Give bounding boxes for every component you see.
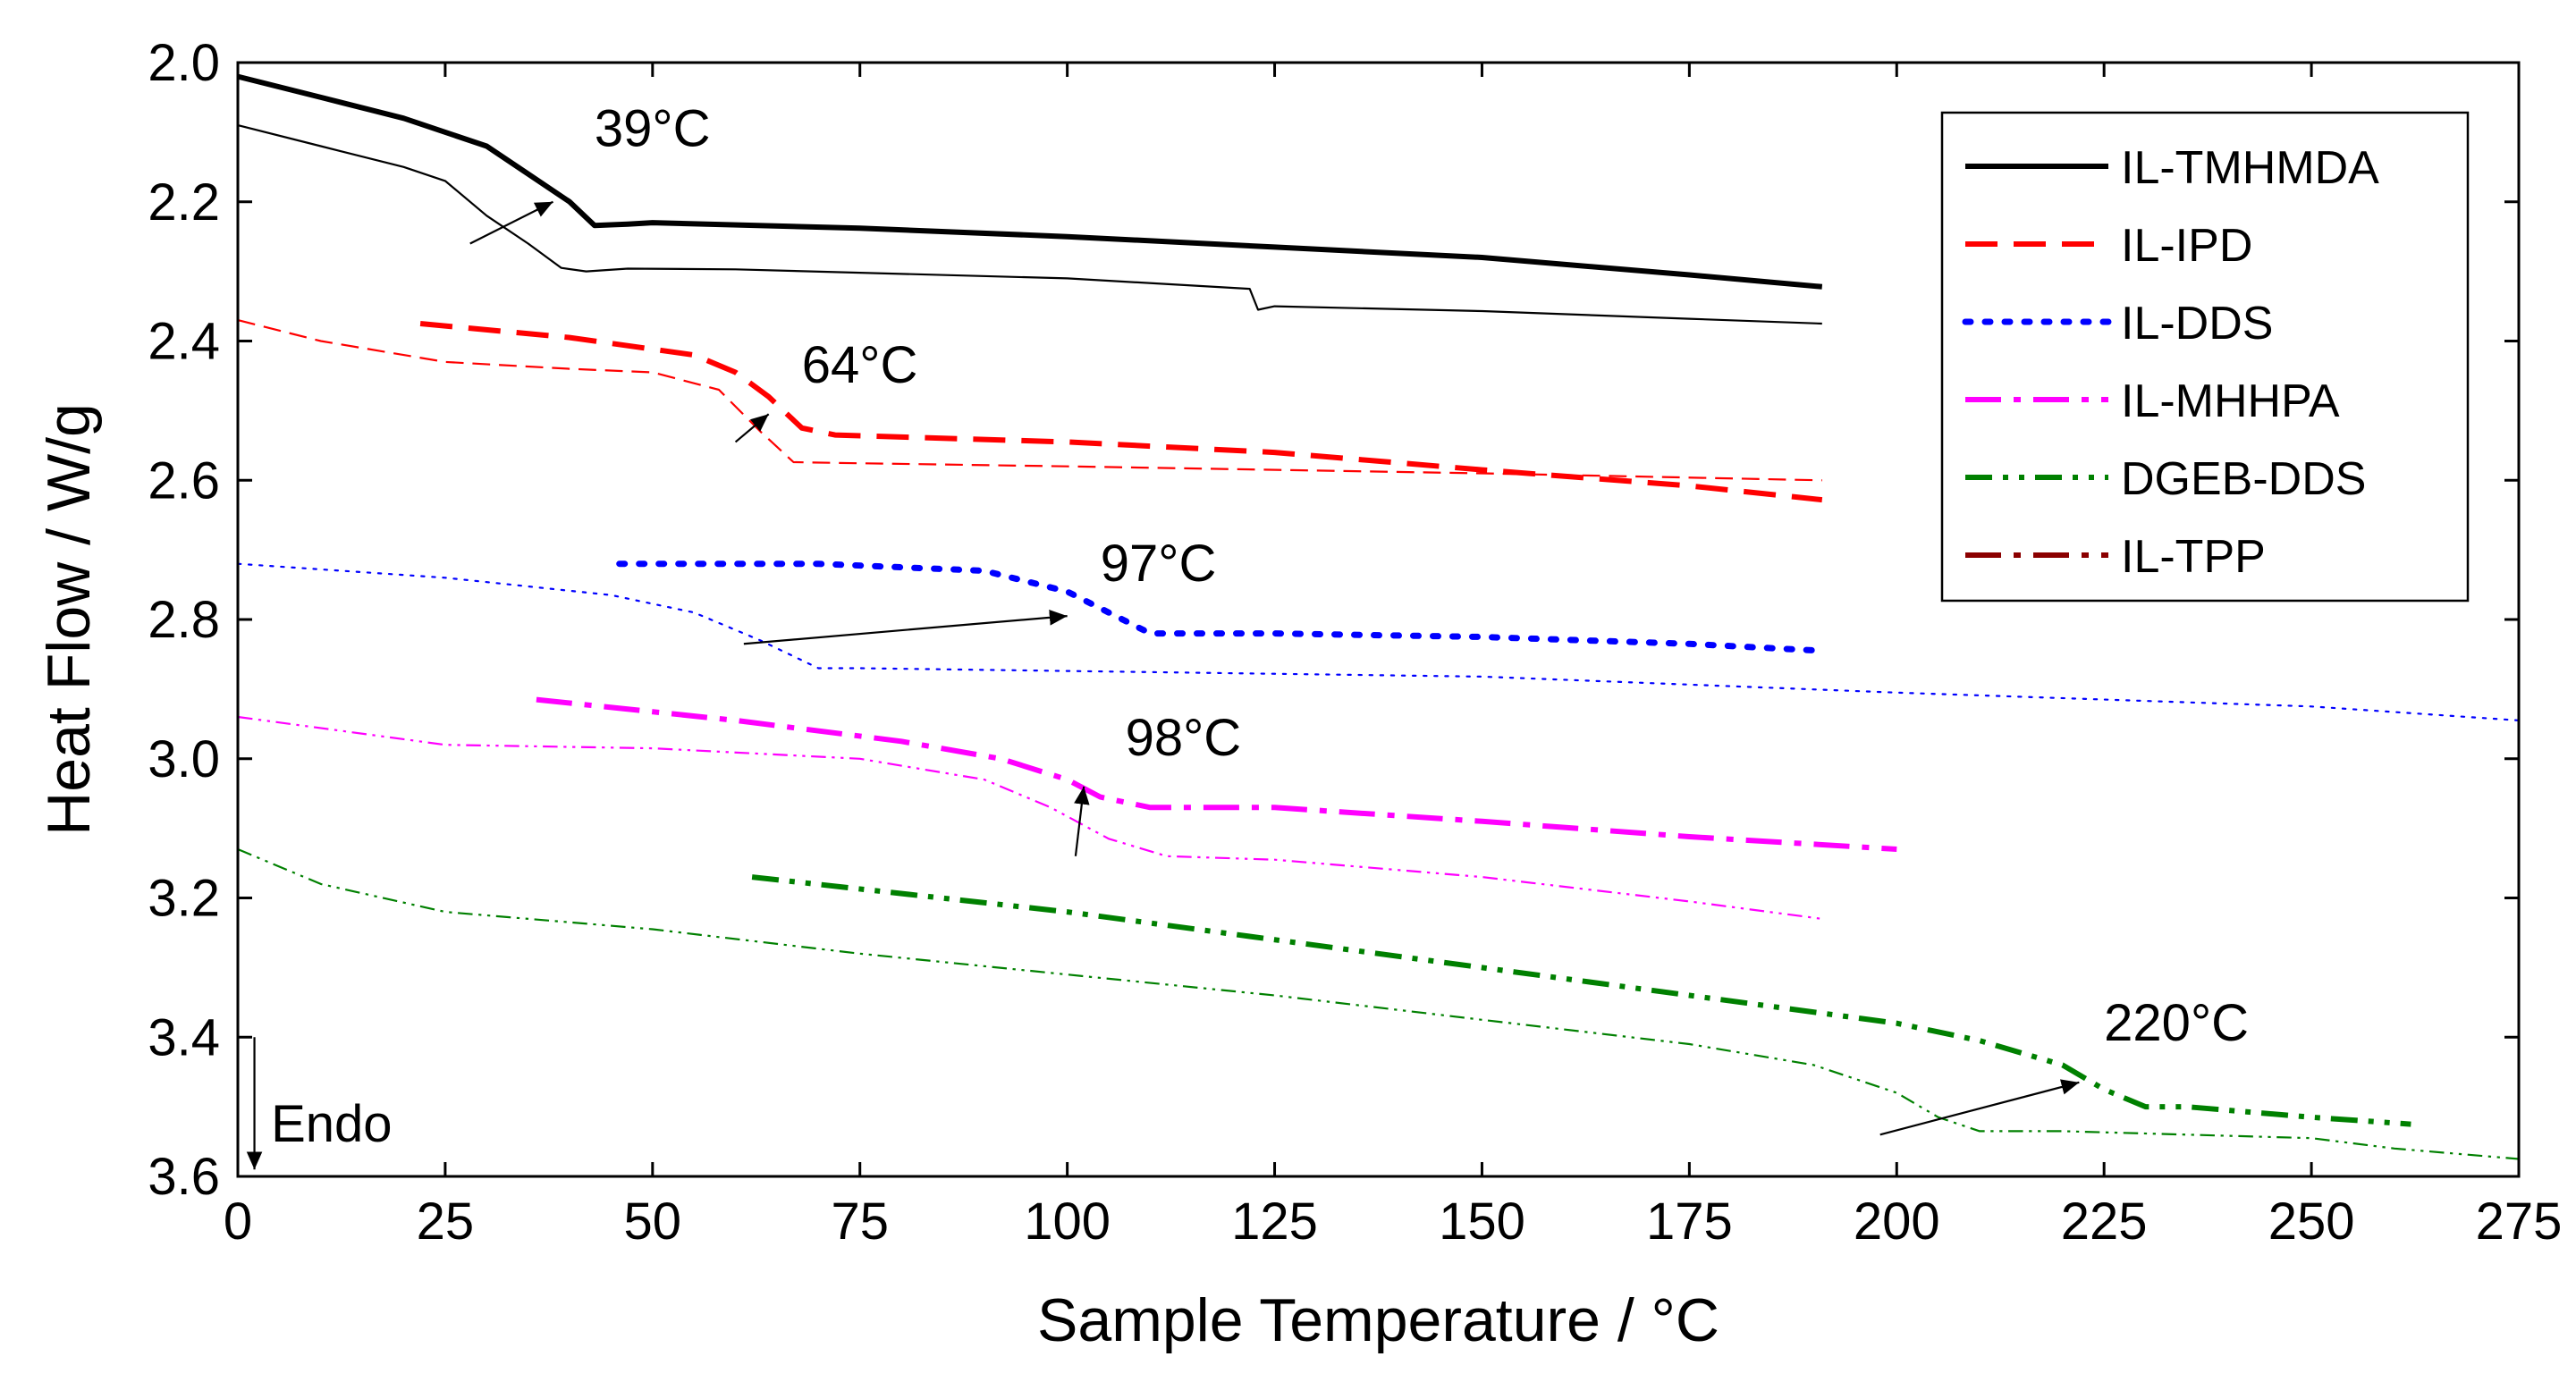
series-line-dgeb-dds-2nd <box>237 847 2520 1160</box>
y-tick-label: 3.0 <box>148 730 220 788</box>
series-line-il-dds-2nd <box>236 562 2521 721</box>
series-line-il-tmhmda <box>237 73 1823 290</box>
series-line-il-ipd <box>419 321 1823 503</box>
series-layer <box>236 73 2521 1160</box>
x-tick-label: 275 <box>2476 1192 2563 1251</box>
legend-label: DGEB-DDS <box>2121 453 2366 505</box>
x-tick-label: 125 <box>1231 1192 1318 1251</box>
annotation-arrow <box>743 610 1068 645</box>
annotation-arrow <box>1879 1079 2080 1136</box>
series-line-il-ipd-2nd <box>237 319 1822 482</box>
legend-label: IL-TMHMDA <box>2121 142 2379 194</box>
annotation-label: 64°C <box>802 336 918 394</box>
legend: IL-TMHMDA IL-IPD IL-DDS IL-MHHPA DGEB-DDS IL-… <box>1940 111 2470 603</box>
x-tick-label: 250 <box>2268 1192 2355 1251</box>
legend-label: IL-MHHPA <box>2121 375 2340 427</box>
annotation-label: 98°C <box>1126 709 1242 767</box>
series-line-il-dds <box>616 560 1826 654</box>
legend-label: IL-IPD <box>2121 220 2252 272</box>
annotation-label: Endo <box>271 1095 392 1153</box>
x-tick-label: 100 <box>1024 1192 1111 1251</box>
legend-label: IL-DDS <box>2121 298 2273 350</box>
y-tick-label: 3.2 <box>148 870 220 928</box>
x-tick-label: 50 <box>624 1192 682 1251</box>
x-tick-label: 0 <box>224 1192 252 1251</box>
series-line-dgeb-dds <box>751 874 2411 1127</box>
y-tick-label: 2.6 <box>148 451 220 510</box>
annotation-arrow <box>1074 786 1090 856</box>
legend-label: IL-TPP <box>2121 531 2266 583</box>
x-tick-label: 175 <box>1646 1192 1733 1251</box>
annotation-label: 220°C <box>2104 994 2249 1052</box>
x-tick-label: 225 <box>2061 1192 2148 1251</box>
legend-box <box>1940 111 2470 603</box>
annotation-label: 97°C <box>1101 535 1217 593</box>
y-axis-title: Heat Flow / W/g <box>35 403 103 836</box>
y-tick-label: 3.6 <box>148 1148 220 1206</box>
series-line-il-tmhmda-2nd <box>237 124 1822 325</box>
y-tick-label: 2.2 <box>148 173 220 232</box>
series-line-il-mhhpa <box>536 696 1897 852</box>
y-tick-label: 2.4 <box>148 313 220 371</box>
annotation-layer: 39°C 64°C 97°C 98°C 220°C Endo <box>246 99 2249 1170</box>
y-tick-label: 2.8 <box>148 591 220 649</box>
x-tick-label: 25 <box>417 1192 475 1251</box>
annotation-arrow <box>734 413 770 443</box>
series-line-il-mhhpa-2nd <box>237 715 1822 920</box>
x-axis-title: Sample Temperature / °C <box>1037 1286 1719 1354</box>
x-axis-ticks: 0 25 50 75 100 125 150 175 200 225 250 275 <box>224 63 2563 1251</box>
annotation-arrow <box>469 200 553 245</box>
y-axis-ticks: 2.0 2.2 2.4 2.6 2.8 3.0 3.2 3.4 3.6 <box>148 34 2519 1206</box>
y-tick-label: 3.4 <box>148 1008 220 1066</box>
x-tick-label: 150 <box>1439 1192 1525 1251</box>
annotation-label: 39°C <box>595 99 711 157</box>
x-tick-label: 200 <box>1854 1192 1940 1251</box>
x-tick-label: 75 <box>831 1192 889 1251</box>
y-tick-label: 2.0 <box>148 34 220 92</box>
